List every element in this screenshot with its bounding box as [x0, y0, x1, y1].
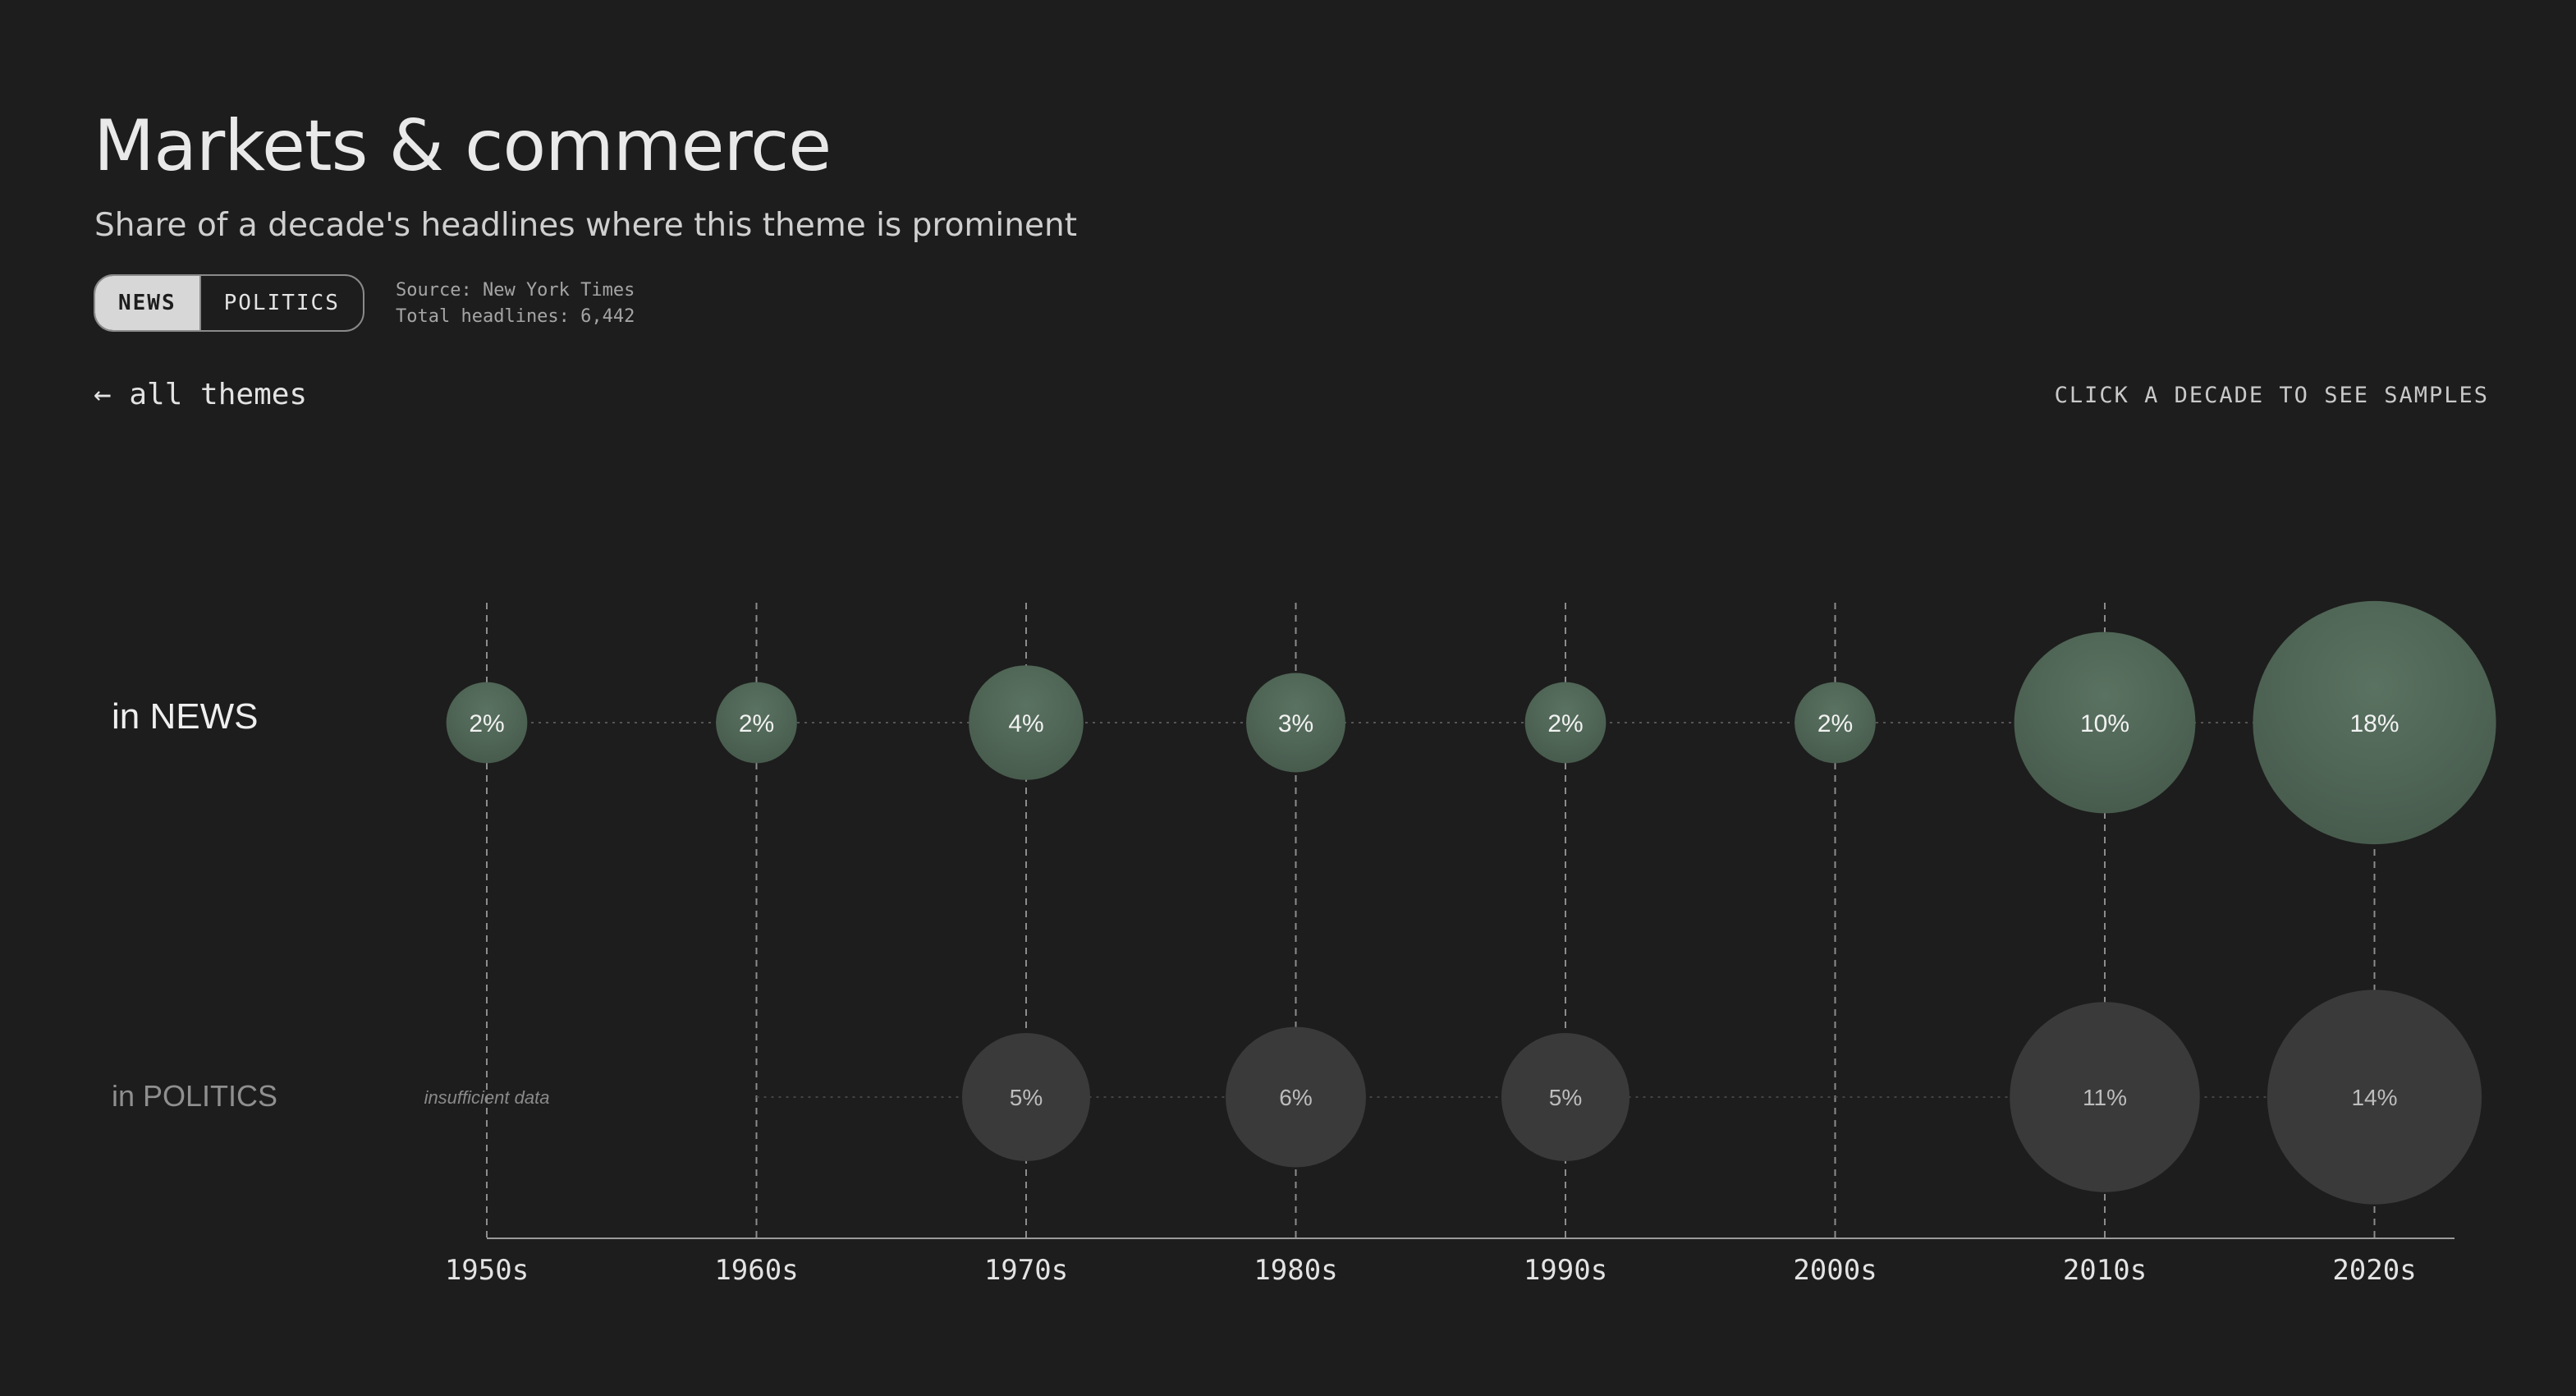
x-tick-label[interactable]: 1990s — [1524, 1254, 1607, 1287]
all-themes-link[interactable]: ← all themes — [94, 378, 308, 411]
page-subtitle: Share of a decade's headlines where this… — [94, 207, 1077, 244]
click-decade-hint: CLICK A DECADE TO SEE SAMPLES — [2054, 383, 2489, 408]
news-bubble-1970s[interactable]: 4% — [969, 665, 1084, 780]
dataset-toggle: NEWS POLITICS — [94, 274, 364, 332]
news-bubble-circle[interactable] — [1524, 682, 1607, 764]
x-tick-label[interactable]: 2010s — [2063, 1254, 2147, 1287]
news-bubble-label: 3% — [1278, 710, 1313, 737]
politics-bubble-circle[interactable] — [2010, 1002, 2200, 1192]
news-bubble-2000s[interactable]: 2% — [1794, 682, 1876, 764]
news-bubble-1960s[interactable]: 2% — [716, 682, 797, 764]
politics-bubble-1970s[interactable]: 5% — [961, 1032, 1091, 1162]
source-text: Source: New York Times — [396, 280, 635, 301]
x-tick-label[interactable]: 1950s — [445, 1254, 529, 1287]
politics-bubble-label: 11% — [2083, 1085, 2127, 1110]
news-bubble-label: 18% — [2349, 710, 2399, 737]
news-bubble-1990s[interactable]: 2% — [1524, 682, 1607, 764]
news-bubble-label: 2% — [1817, 710, 1853, 737]
x-tick-label[interactable]: 1970s — [984, 1254, 1068, 1287]
politics-bubble-label: 5% — [1010, 1085, 1043, 1110]
row-label-politics: in POLITICS — [112, 1079, 278, 1113]
news-bubble-label: 2% — [469, 710, 504, 737]
news-bubble-circle[interactable] — [2014, 631, 2196, 814]
news-bubble-2010s[interactable]: 10% — [2014, 631, 2196, 814]
politics-bubble-circle[interactable] — [2267, 990, 2482, 1205]
source-meta: Source: New York Times Total headlines: … — [396, 278, 635, 330]
news-bubble-label: 2% — [739, 710, 774, 737]
news-bubble-circle[interactable] — [716, 682, 797, 764]
politics-bubble-label: 5% — [1549, 1085, 1582, 1110]
news-bubble-label: 10% — [2080, 710, 2129, 737]
news-bubble-label: 2% — [1547, 710, 1583, 737]
news-bubble-circle[interactable] — [2253, 600, 2496, 845]
politics-bubble-circle[interactable] — [1226, 1026, 1366, 1168]
total-headlines-text: Total headlines: 6,442 — [396, 306, 635, 327]
x-tick-label[interactable]: 2000s — [1793, 1254, 1877, 1287]
politics-insufficient-data: insufficient data — [424, 1087, 550, 1108]
x-tick-label[interactable]: 1980s — [1254, 1254, 1337, 1287]
politics-bubble-2010s[interactable]: 11% — [2010, 1002, 2200, 1192]
toggle-politics-button[interactable]: POLITICS — [199, 276, 363, 330]
politics-bubble-label: 14% — [2351, 1085, 2397, 1110]
politics-bubble-1990s[interactable]: 5% — [1501, 1032, 1630, 1162]
news-bubble-circle[interactable] — [1246, 673, 1345, 773]
politics-bubble-1980s[interactable]: 6% — [1226, 1026, 1366, 1168]
news-bubble-2020s[interactable]: 18% — [2253, 600, 2496, 845]
politics-bubble-label: 6% — [1279, 1085, 1312, 1110]
news-bubble-1980s[interactable]: 3% — [1246, 673, 1345, 773]
x-tick-label[interactable]: 1960s — [714, 1254, 798, 1287]
news-bubble-circle[interactable] — [969, 665, 1084, 780]
news-bubble-circle[interactable] — [446, 682, 528, 764]
news-bubble-label: 4% — [1008, 710, 1043, 737]
politics-bubble-circle[interactable] — [961, 1032, 1091, 1162]
x-tick-label[interactable]: 2020s — [2332, 1254, 2416, 1287]
news-bubble-1950s[interactable]: 2% — [446, 682, 528, 764]
toggle-news-button[interactable]: NEWS — [95, 276, 199, 330]
news-bubble-circle[interactable] — [1794, 682, 1876, 764]
politics-bubble-2020s[interactable]: 14% — [2267, 990, 2482, 1205]
politics-bubble-circle[interactable] — [1501, 1032, 1630, 1162]
row-label-news: in NEWS — [112, 696, 259, 737]
page-title: Markets & commerce — [94, 105, 832, 187]
